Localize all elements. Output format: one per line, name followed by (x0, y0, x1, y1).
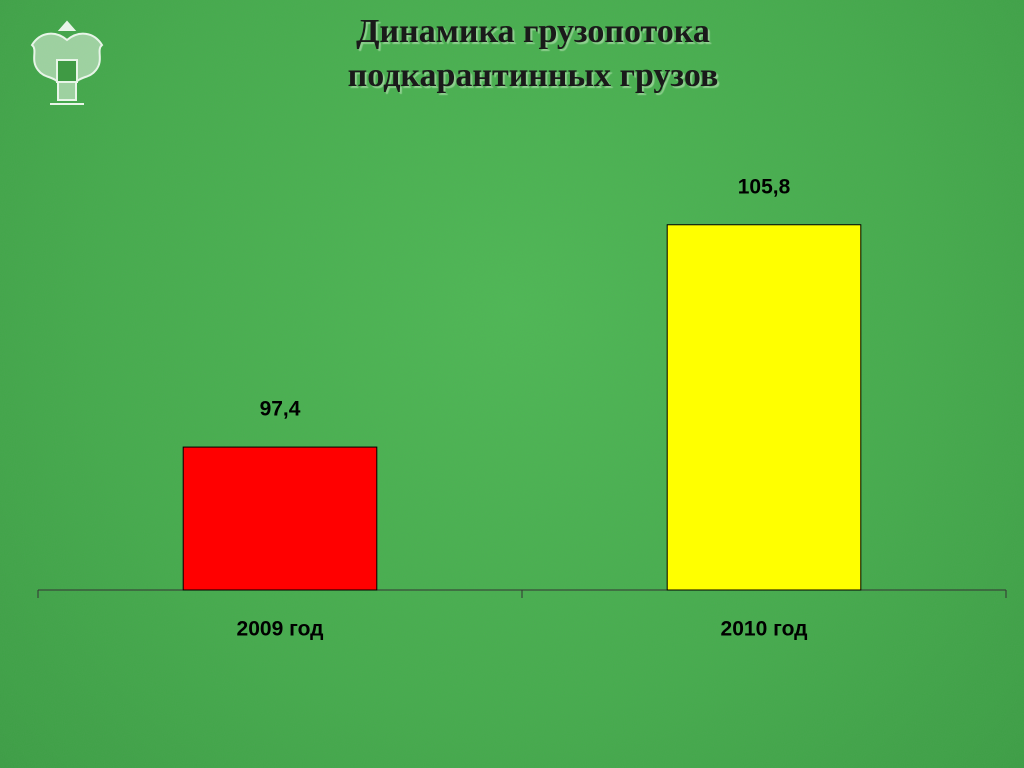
x-tick-label: 2009 год (237, 618, 324, 641)
emblem (30, 20, 104, 105)
chart-title: Динамика грузопотока подкарантинных груз… (347, 13, 719, 94)
bar (666, 224, 862, 591)
value-label: 105,8 (738, 175, 791, 198)
bar (182, 446, 378, 591)
value-label: 97,4 (260, 398, 301, 421)
x-tick-label: 2010 год (721, 618, 808, 641)
